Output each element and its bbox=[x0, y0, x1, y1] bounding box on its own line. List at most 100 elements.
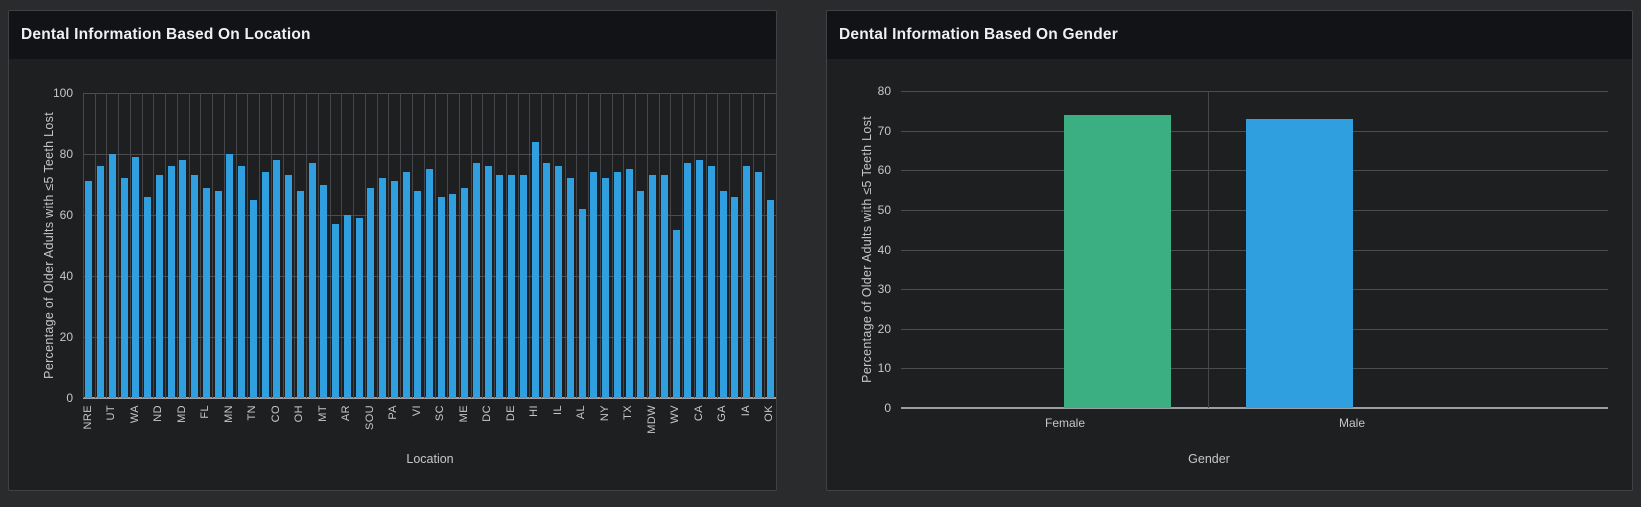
y-tick-label: 50 bbox=[877, 202, 891, 217]
x-tick-label: NRE bbox=[81, 405, 94, 430]
x-tick-label: GA bbox=[716, 405, 729, 422]
x-tick-label: IA bbox=[739, 405, 752, 417]
bar[interactable] bbox=[602, 178, 610, 398]
gridline-v bbox=[235, 93, 237, 398]
bar[interactable] bbox=[590, 172, 598, 398]
bar[interactable] bbox=[543, 163, 551, 398]
panel-gender: Dental Information Based On Gender Perce… bbox=[826, 10, 1633, 491]
y-tick-label: 80 bbox=[59, 147, 73, 161]
x-tick-label: OH bbox=[293, 405, 306, 423]
bar[interactable] bbox=[261, 172, 269, 398]
bar-male[interactable] bbox=[1246, 118, 1353, 408]
bar[interactable] bbox=[402, 172, 410, 398]
bar[interactable] bbox=[390, 181, 398, 398]
x-axis-line bbox=[901, 407, 1608, 409]
bar[interactable] bbox=[743, 166, 751, 398]
bar[interactable] bbox=[754, 172, 762, 398]
bar[interactable] bbox=[308, 163, 316, 398]
gridline-v bbox=[306, 93, 308, 398]
bar[interactable] bbox=[155, 175, 163, 398]
bar[interactable] bbox=[649, 175, 657, 398]
x-tick-label: VI bbox=[410, 405, 423, 417]
gridline-v bbox=[118, 93, 120, 398]
bar[interactable] bbox=[472, 163, 480, 398]
x-tick-label: AL bbox=[575, 405, 588, 420]
bar[interactable] bbox=[660, 175, 668, 398]
bar[interactable] bbox=[191, 175, 199, 398]
bar[interactable] bbox=[531, 141, 539, 398]
bar[interactable] bbox=[684, 163, 692, 398]
bar[interactable] bbox=[226, 154, 234, 398]
bar[interactable] bbox=[766, 199, 774, 398]
bar-female[interactable] bbox=[1064, 114, 1171, 408]
bar[interactable] bbox=[625, 169, 633, 398]
x-tick-label: DE bbox=[504, 405, 517, 422]
gridline-v bbox=[611, 93, 613, 398]
bar[interactable] bbox=[496, 175, 504, 398]
bar[interactable] bbox=[97, 166, 105, 398]
bar[interactable] bbox=[566, 178, 574, 398]
x-tick-label: MDW bbox=[645, 405, 658, 434]
bar[interactable] bbox=[144, 196, 152, 398]
bar[interactable] bbox=[343, 215, 351, 398]
gender-bar-chart: Percentage of Older Adults with ≤5 Teeth… bbox=[827, 11, 1632, 490]
bar[interactable] bbox=[578, 208, 586, 398]
bar[interactable] bbox=[367, 187, 375, 398]
y-tick-label: 20 bbox=[59, 330, 73, 344]
bar[interactable] bbox=[637, 190, 645, 398]
gridline-v bbox=[106, 93, 108, 398]
bar[interactable] bbox=[320, 184, 328, 398]
gridline-v bbox=[541, 93, 543, 398]
bar[interactable] bbox=[355, 218, 363, 398]
bar[interactable] bbox=[696, 160, 704, 398]
bar[interactable] bbox=[519, 175, 527, 398]
gridline-v bbox=[505, 93, 507, 398]
x-axis-title: Location bbox=[406, 452, 454, 466]
bar[interactable] bbox=[379, 178, 387, 398]
bar[interactable] bbox=[120, 178, 128, 398]
bar[interactable] bbox=[437, 196, 445, 398]
bar[interactable] bbox=[202, 187, 210, 398]
bar[interactable] bbox=[426, 169, 433, 398]
bar[interactable] bbox=[672, 230, 680, 398]
gridline-v bbox=[705, 93, 707, 398]
bar[interactable] bbox=[508, 175, 516, 398]
bar[interactable] bbox=[461, 187, 469, 398]
gridline-v bbox=[129, 93, 131, 398]
bar[interactable] bbox=[707, 166, 715, 398]
bar[interactable] bbox=[85, 181, 93, 398]
bar[interactable] bbox=[484, 166, 492, 398]
gridline-v bbox=[259, 93, 261, 398]
bar[interactable] bbox=[613, 172, 621, 398]
bar[interactable] bbox=[214, 190, 222, 398]
bar[interactable] bbox=[132, 157, 140, 398]
bar[interactable] bbox=[179, 160, 187, 398]
gridline-v bbox=[188, 93, 190, 398]
bar[interactable] bbox=[238, 166, 246, 398]
x-tick-label: SOU bbox=[363, 405, 376, 431]
bar[interactable] bbox=[249, 199, 257, 398]
x-tick-label: MT bbox=[316, 405, 329, 422]
x-tick-label: OK bbox=[763, 405, 776, 422]
bar[interactable] bbox=[332, 224, 340, 398]
x-tick-label: TN bbox=[246, 405, 259, 421]
gridline-v bbox=[411, 93, 413, 398]
bar[interactable] bbox=[285, 175, 293, 398]
bar[interactable] bbox=[731, 196, 739, 398]
gridline-v bbox=[388, 93, 390, 398]
gridline-v bbox=[364, 93, 366, 398]
bar[interactable] bbox=[296, 190, 304, 398]
x-tick-label: MN bbox=[222, 405, 235, 423]
bar[interactable] bbox=[449, 193, 457, 398]
bar[interactable] bbox=[108, 154, 116, 398]
bar[interactable] bbox=[167, 166, 175, 398]
bar[interactable] bbox=[719, 190, 727, 398]
gridline-v bbox=[564, 93, 566, 398]
bar[interactable] bbox=[273, 160, 281, 398]
bar[interactable] bbox=[555, 166, 563, 398]
gridline-v bbox=[447, 93, 449, 398]
gridline-v bbox=[317, 93, 319, 398]
bar[interactable] bbox=[414, 190, 422, 398]
x-tick-label: IL bbox=[551, 405, 564, 415]
y-tick-label: 30 bbox=[877, 282, 891, 297]
